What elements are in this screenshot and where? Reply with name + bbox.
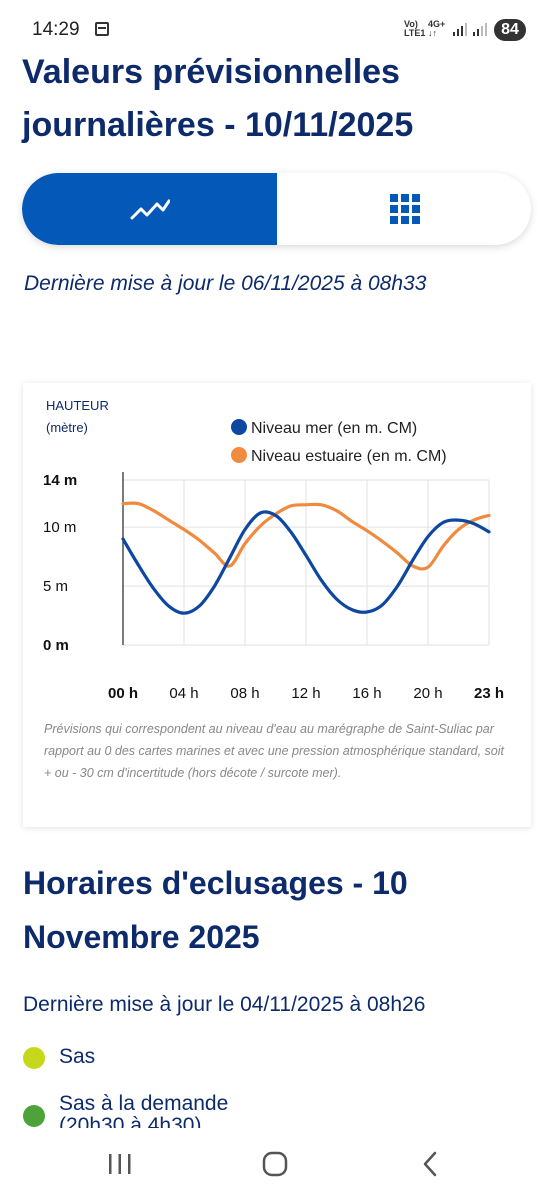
android-nav-bar <box>0 1128 554 1200</box>
legend-label-estuaire: Niveau estuaire (en m. CM) <box>251 448 447 465</box>
series-line-estuaire <box>121 501 491 571</box>
signal-icon-2 <box>473 23 487 36</box>
home-icon[interactable] <box>255 1148 295 1180</box>
x-tick-label: 00 h <box>108 685 138 702</box>
lock-status-dot <box>23 1105 45 1127</box>
lock-legend-label: Sas à la demande (20h30 à 4h30) <box>59 1093 229 1128</box>
y-tick-label: 0 m <box>43 637 69 654</box>
y-tick-label: 10 m <box>43 519 76 536</box>
status-time: 14:29 <box>32 19 80 40</box>
recent-apps-icon[interactable] <box>100 1148 140 1180</box>
locks-title: Horaires d'eclusages - 10 Novembre 2025 <box>23 865 408 955</box>
x-tick-label: 08 h <box>230 685 259 702</box>
forecast-chart-card: HAUTEUR (mètre) Niveau mer (en m. CM) Ni… <box>23 383 531 827</box>
x-tick-label: 23 h <box>474 685 504 702</box>
x-tick-label: 16 h <box>352 685 381 702</box>
legend-label-mer: Niveau mer (en m. CM) <box>251 420 418 437</box>
view-toggle <box>22 173 531 245</box>
back-icon[interactable] <box>410 1148 450 1180</box>
lock-legend-item: Sas à la demande (20h30 à 4h30) <box>23 1093 323 1128</box>
y-tick-label: 14 m <box>43 472 77 489</box>
chart-note: Prévisions qui correspondent au niveau d… <box>44 722 504 780</box>
legend-dot-estuaire <box>231 447 247 463</box>
calendar-icon <box>95 22 109 36</box>
table-view-button[interactable] <box>277 173 531 245</box>
x-tick-label: 04 h <box>169 685 198 702</box>
forecast-chart: 14 m 10 m 5 m 0 m 00 h 04 h 08 h 12 h 16 h 20 h 23… <box>43 472 504 702</box>
legend-item-estuaire[interactable]: Niveau estuaire (en m. CM) <box>231 447 447 466</box>
y-axis-unit: (mètre) <box>46 420 88 435</box>
y-tick-label: 5 m <box>43 578 68 595</box>
grid-icon <box>390 194 420 224</box>
locks-last-update: Dernière mise à jour le 04/11/2025 à 08h… <box>23 993 426 1016</box>
lock-status-dot <box>23 1047 45 1069</box>
x-tick-label: 20 h <box>413 685 442 702</box>
line-chart-icon <box>130 199 170 220</box>
y-axis-title: HAUTEUR <box>46 398 109 413</box>
chart-view-button[interactable] <box>22 173 277 245</box>
legend-dot-mer <box>231 419 247 435</box>
status-bar: 14:29 Vo) LTE1 4G+ ↓↑ 84 <box>0 0 554 44</box>
network-type-indicator: 4G+ ↓↑ <box>428 19 446 38</box>
volte-indicator: Vo) LTE1 <box>404 19 426 38</box>
last-update-text: Dernière mise à jour le 06/11/2025 à 08h… <box>24 272 427 295</box>
x-tick-label: 12 h <box>291 685 320 702</box>
series-line-mer <box>121 510 491 615</box>
page-title: Valeurs prévisionnelles journalières - 1… <box>22 53 414 144</box>
battery-indicator: 84 <box>494 19 526 41</box>
lock-legend-label: Sas <box>59 1045 96 1068</box>
legend-item-mer[interactable]: Niveau mer (en m. CM) <box>231 419 417 438</box>
signal-icon <box>453 23 467 36</box>
